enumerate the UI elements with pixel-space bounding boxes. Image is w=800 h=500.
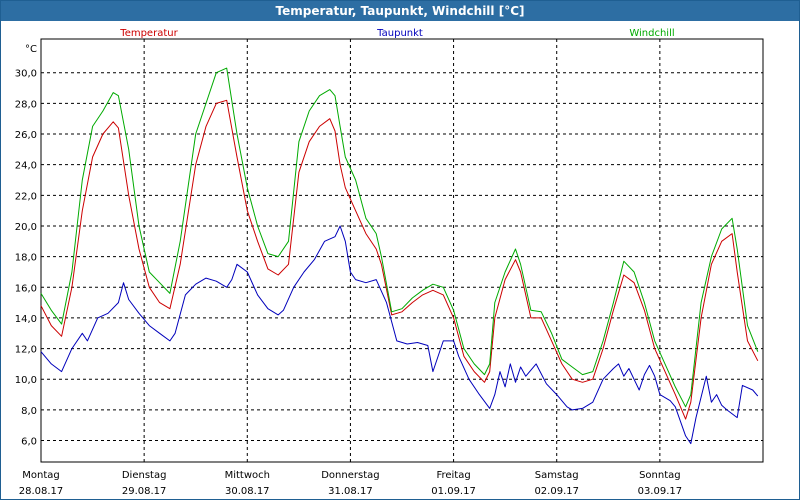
x-tick-date: 01.09.17 [431, 486, 476, 497]
x-tick-date: 03.09.17 [638, 486, 683, 497]
y-tick-label: 30,0 [15, 69, 37, 80]
x-tick-day: Sonntag [639, 470, 681, 481]
series-line-taupunkt [40, 225, 759, 445]
legend-taupunkt: Taupunkt [376, 28, 423, 39]
y-tick-label: 6,0 [21, 437, 37, 448]
y-tick-label: 14,0 [15, 314, 37, 325]
x-tick-day: Mittwoch [225, 470, 270, 481]
x-tick-day: Samstag [535, 470, 579, 481]
legend-temperatur: Temperatur [119, 28, 178, 39]
series-line-temperatur [40, 99, 759, 420]
y-tick-label: 18,0 [15, 253, 37, 264]
x-tick-day: Freitag [436, 470, 470, 481]
x-tick-date: 02.09.17 [534, 486, 579, 497]
x-tick-date: 29.08.17 [122, 486, 167, 497]
y-tick-label: 20,0 [15, 222, 37, 233]
y-tick-label: 22,0 [15, 191, 37, 202]
y-tick-label: 8,0 [21, 406, 37, 417]
x-tick-date: 31.08.17 [328, 486, 373, 497]
chart-title: Temperatur, Taupunkt, Windchill [°C] [1, 1, 799, 21]
y-tick-label: 24,0 [15, 161, 37, 172]
x-tick-day: Donnerstag [321, 470, 379, 481]
y-tick-label: 26,0 [15, 130, 37, 141]
series-line-windchill [40, 67, 759, 408]
y-axis-label: °C [25, 44, 37, 55]
y-tick-label: 16,0 [15, 283, 37, 294]
y-tick-label: 28,0 [15, 99, 37, 110]
x-tick-date: 28.08.17 [19, 486, 64, 497]
legend-windchill: Windchill [629, 28, 674, 39]
plot-area [40, 38, 764, 463]
chart-svg: 6,0 8,0 10,0 12,0 14,0 16,0 18,0 20,0 22,0 24,0 26… [15, 28, 764, 497]
x-tick-day: Montag [22, 470, 59, 481]
y-tick-label: 12,0 [15, 345, 37, 356]
x-tick-date: 30.08.17 [225, 486, 270, 497]
y-tick-label: 10,0 [15, 375, 37, 386]
x-tick-day: Dienstag [122, 470, 167, 481]
